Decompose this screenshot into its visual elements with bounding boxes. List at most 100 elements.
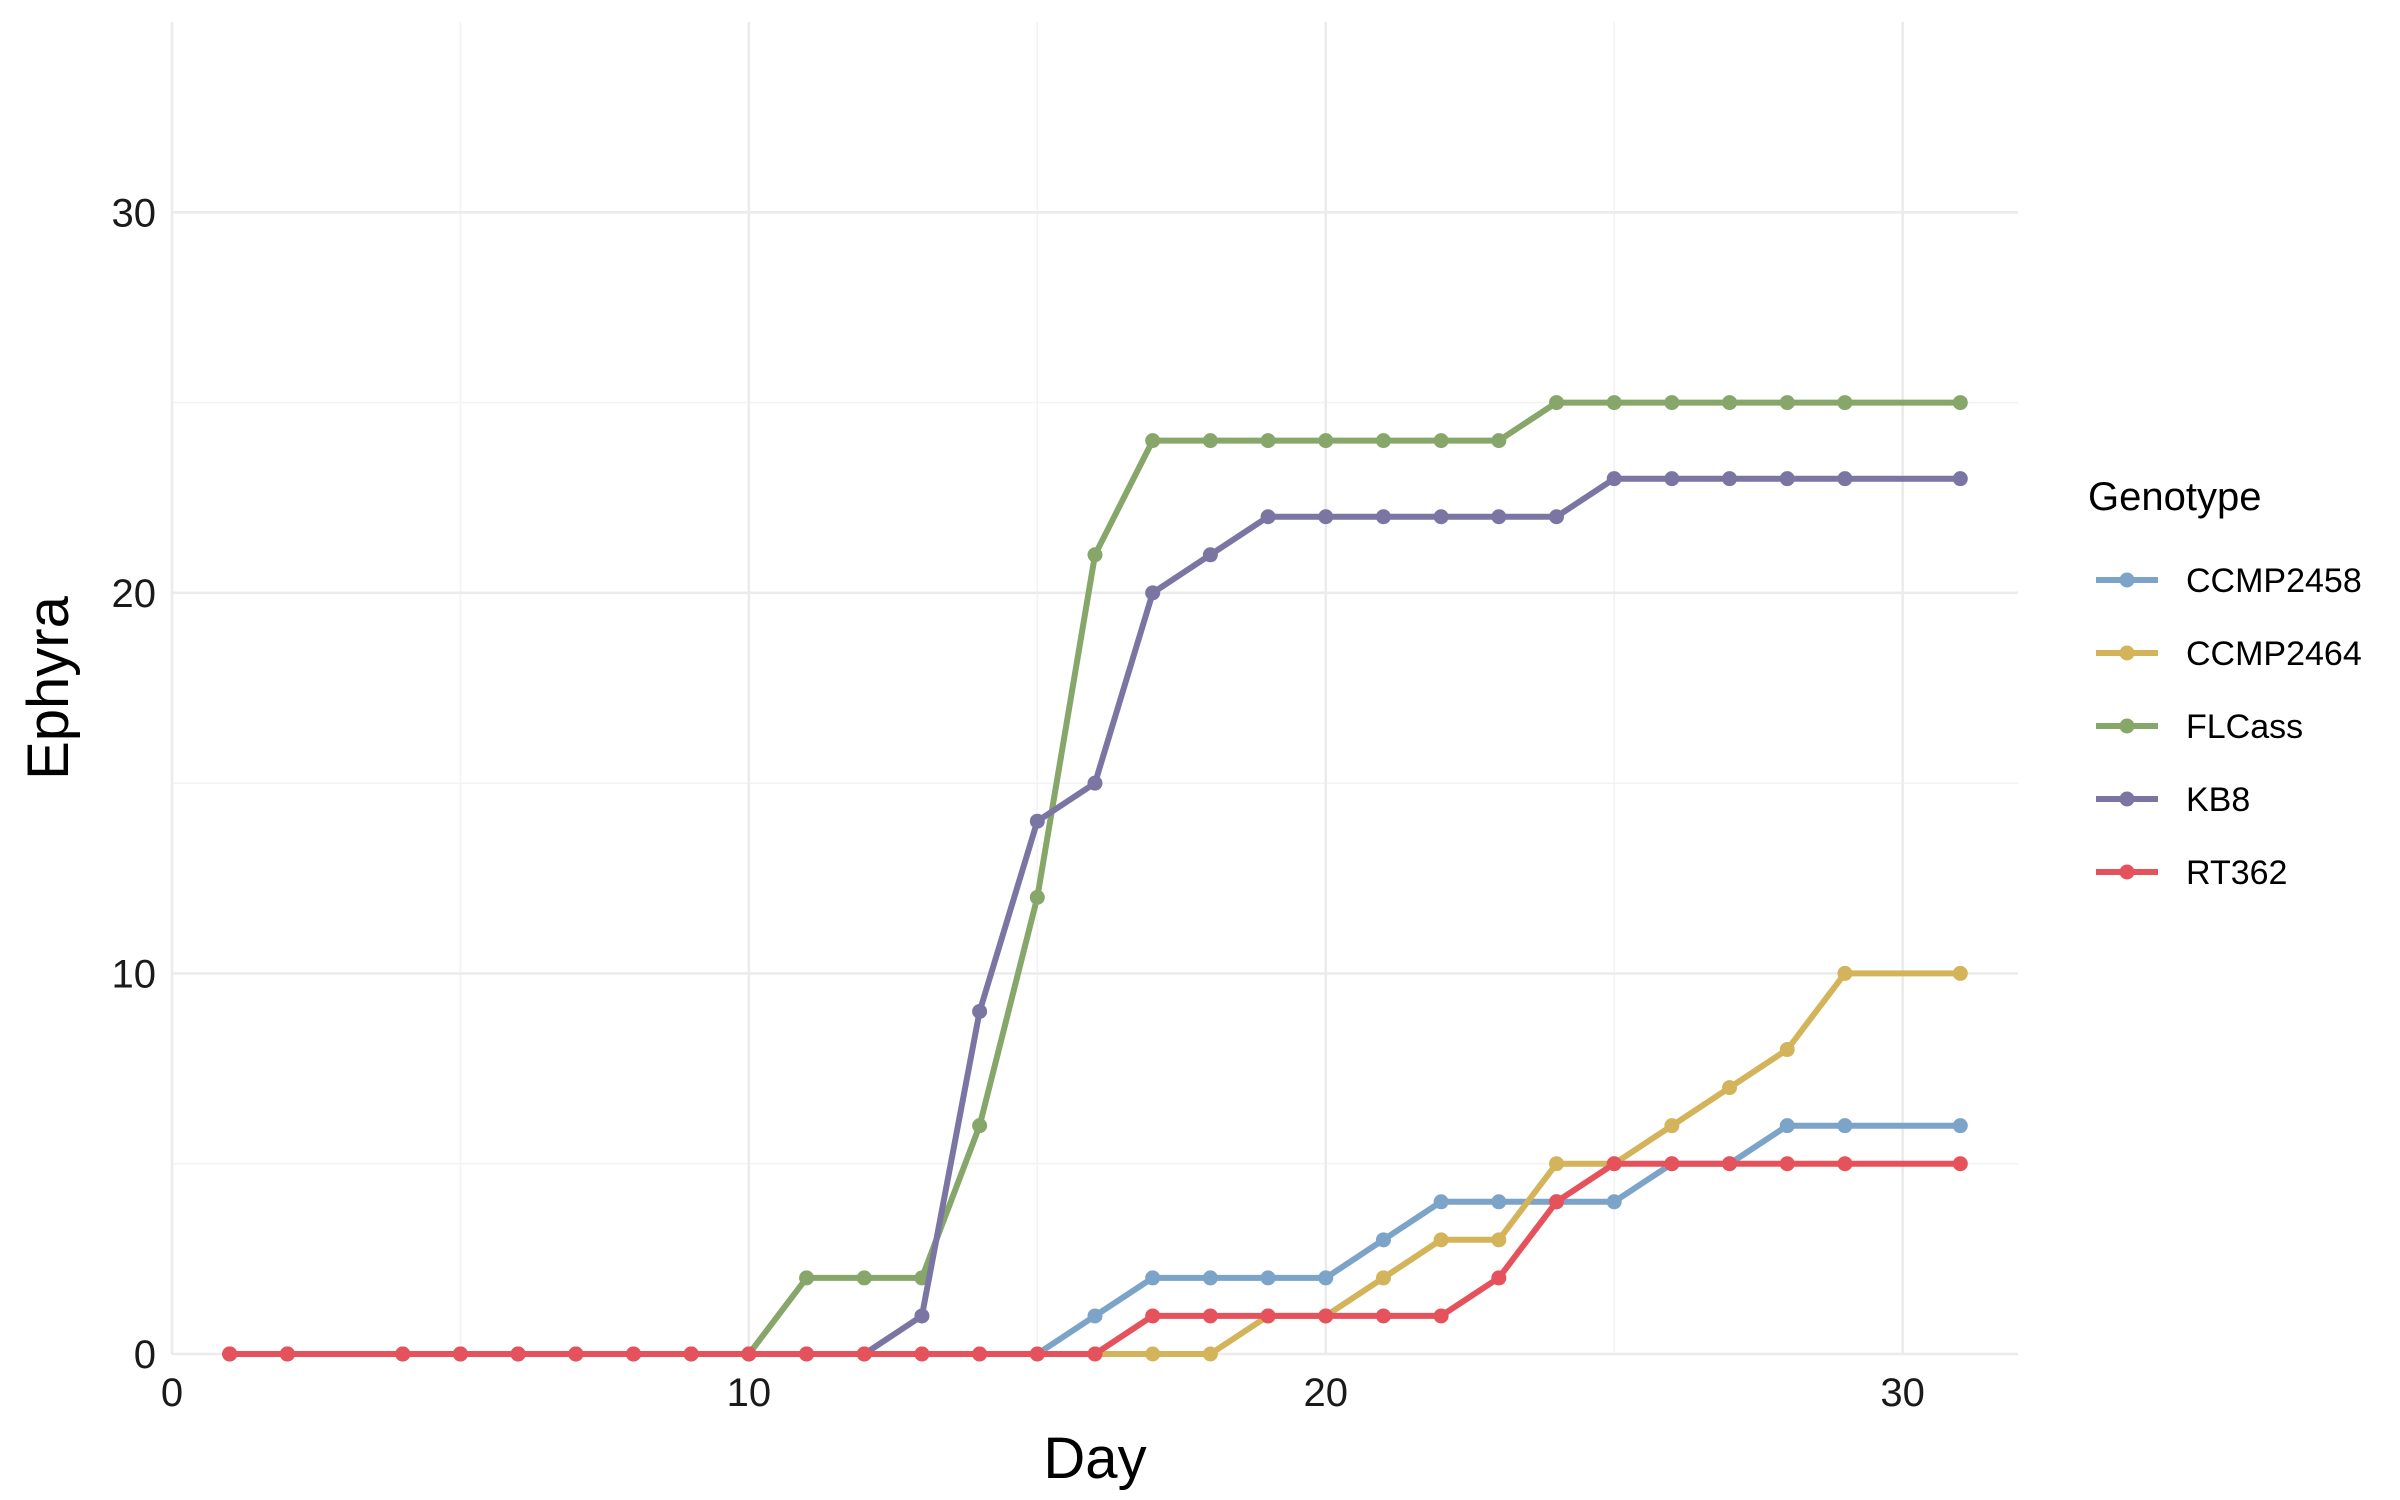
data-point	[1952, 395, 1968, 411]
data-point	[1318, 1308, 1334, 1324]
data-point	[1087, 775, 1103, 791]
data-point	[741, 1346, 757, 1362]
data-point	[1433, 509, 1449, 525]
data-point	[1375, 1232, 1391, 1248]
data-point	[1202, 1270, 1218, 1286]
data-point	[1202, 1308, 1218, 1324]
data-point	[1491, 1194, 1507, 1210]
data-point	[683, 1346, 699, 1362]
data-point	[1145, 585, 1161, 601]
data-point	[914, 1346, 930, 1362]
y-tick-label: 0	[134, 1333, 156, 1377]
legend-label: CCMP2458	[2186, 562, 2362, 600]
data-point	[452, 1346, 468, 1362]
data-point	[972, 1118, 988, 1134]
data-point	[1549, 1194, 1564, 1210]
data-point	[1549, 395, 1564, 411]
data-point	[1202, 433, 1218, 449]
x-tick-label: 0	[161, 1371, 183, 1415]
data-point	[1433, 1194, 1449, 1210]
data-point	[1837, 1118, 1853, 1134]
data-point	[1491, 509, 1507, 525]
legend-key-point	[2119, 645, 2135, 661]
data-point	[1664, 471, 1680, 487]
data-point	[1664, 395, 1680, 411]
data-point	[626, 1346, 641, 1362]
data-point	[1202, 547, 1218, 563]
data-point	[856, 1270, 872, 1286]
data-point	[1145, 1308, 1161, 1324]
legend-key-point	[2119, 864, 2135, 880]
legend-item-ccmp2464: CCMP2464	[2096, 635, 2362, 673]
data-point	[1433, 1232, 1449, 1248]
legend: Genotype CCMP2458 CCMP2464 FLCass KB8 RT362	[2088, 475, 2362, 892]
data-point	[1837, 965, 1853, 981]
data-point	[1722, 395, 1738, 411]
data-point	[1491, 1232, 1507, 1248]
legend-key-point	[2119, 791, 2135, 807]
legend-item-flcass: FLCass	[2096, 708, 2303, 746]
legend-item-rt362: RT362	[2096, 854, 2287, 892]
data-point	[1664, 1118, 1680, 1134]
data-point	[1029, 1346, 1045, 1362]
data-point	[1779, 471, 1795, 487]
data-point	[856, 1346, 872, 1362]
series-lines	[222, 395, 1968, 1362]
data-point	[972, 1003, 988, 1019]
data-point	[1491, 433, 1507, 449]
data-point	[1952, 965, 1968, 981]
data-point	[799, 1270, 815, 1286]
x-tick-label: 30	[1880, 1371, 1925, 1415]
data-point	[1779, 395, 1795, 411]
data-point	[222, 1346, 238, 1362]
data-point	[1837, 395, 1853, 411]
data-point	[1318, 433, 1334, 449]
legend-title: Genotype	[2088, 475, 2261, 519]
x-tick-label: 20	[1304, 1371, 1349, 1415]
data-point	[1375, 1308, 1391, 1324]
data-point	[1606, 471, 1622, 487]
legend-label: CCMP2464	[2186, 635, 2362, 673]
data-point	[1375, 433, 1391, 449]
data-point	[1606, 1156, 1622, 1172]
data-point	[1779, 1118, 1795, 1134]
legend-label: RT362	[2186, 854, 2287, 892]
data-point	[568, 1346, 584, 1362]
data-point	[1779, 1042, 1795, 1058]
data-point	[1952, 471, 1968, 487]
legend-label: KB8	[2186, 781, 2250, 819]
y-tick-label: 30	[112, 191, 157, 235]
data-point	[1664, 1156, 1680, 1172]
data-point	[1318, 509, 1334, 525]
data-point	[1779, 1156, 1795, 1172]
legend-item-kb8: KB8	[2096, 781, 2250, 819]
data-point	[1087, 1346, 1103, 1362]
data-point	[1260, 509, 1276, 525]
x-axis-title: Day	[1043, 1426, 1146, 1491]
data-point	[1260, 433, 1276, 449]
data-point	[914, 1308, 930, 1324]
data-point	[972, 1346, 988, 1362]
data-point	[1722, 1156, 1738, 1172]
data-point	[1722, 471, 1738, 487]
data-point	[1952, 1118, 1968, 1134]
x-tick-label: 10	[727, 1371, 772, 1415]
data-point	[1145, 1270, 1161, 1286]
data-point	[1202, 1346, 1218, 1362]
data-point	[1549, 509, 1564, 525]
y-tick-label: 20	[112, 572, 157, 616]
y-axis-title: Ephyra	[16, 595, 81, 780]
data-point	[1491, 1270, 1507, 1286]
legend-key-point	[2119, 572, 2135, 588]
data-point	[1606, 1194, 1622, 1210]
data-point	[1145, 433, 1161, 449]
legend-key-point	[2119, 718, 2135, 734]
series-rt362	[222, 1156, 1968, 1362]
data-point	[1029, 813, 1045, 829]
data-point	[1375, 1270, 1391, 1286]
data-point	[1087, 547, 1103, 563]
y-tick-label: 10	[112, 952, 157, 996]
data-point	[279, 1346, 295, 1362]
